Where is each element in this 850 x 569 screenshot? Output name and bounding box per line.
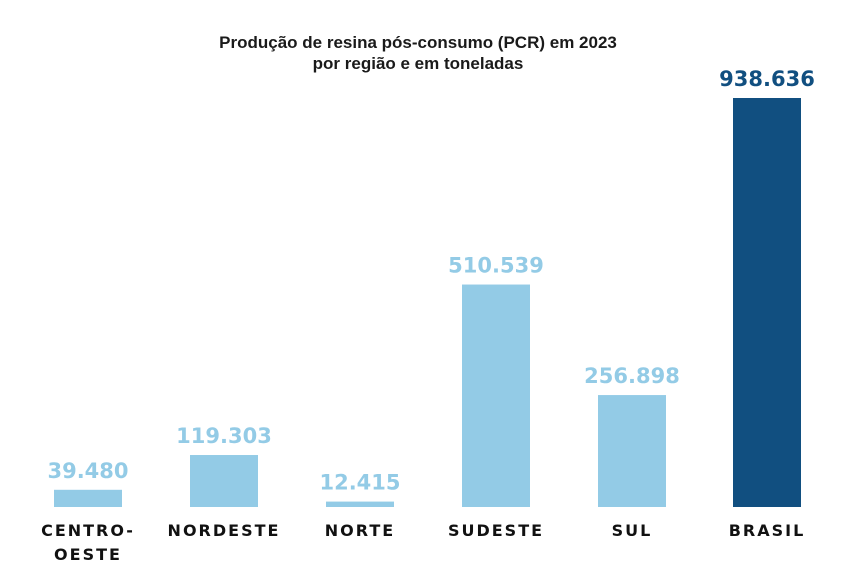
value-label-5: 938.636 bbox=[719, 67, 815, 91]
value-label-0: 39.480 bbox=[47, 459, 128, 483]
bars-group bbox=[54, 98, 801, 507]
value-label-3: 510.539 bbox=[448, 254, 544, 278]
category-label-0-line-0: CENTRO- bbox=[41, 521, 135, 540]
category-label-5: BRASIL bbox=[729, 521, 806, 540]
category-labels-group: CENTRO- OESTE NORDESTE NORTE SUDESTE SUL BRASI… bbox=[41, 521, 806, 564]
value-labels-group: 39.480 119.303 12.415 510.539 256.898 938.636 bbox=[47, 67, 814, 495]
category-label-0-line-1: OESTE bbox=[54, 545, 122, 564]
bar-2 bbox=[326, 501, 394, 507]
chart-title-line-2: por região e em toneladas bbox=[313, 54, 524, 73]
bar-4 bbox=[598, 395, 666, 507]
bar-3 bbox=[462, 284, 530, 507]
bar-1 bbox=[190, 455, 258, 507]
category-label-4: SUL bbox=[612, 521, 653, 540]
value-label-4: 256.898 bbox=[584, 364, 680, 388]
category-label-3: SUDESTE bbox=[448, 521, 544, 540]
bar-5 bbox=[733, 98, 801, 507]
bar-0 bbox=[54, 489, 122, 507]
value-label-1: 119.303 bbox=[176, 424, 272, 448]
value-label-2: 12.415 bbox=[319, 471, 400, 495]
category-label-1: NORDESTE bbox=[168, 521, 281, 540]
category-label-2: NORTE bbox=[325, 521, 395, 540]
chart-title-line-1: Produção de resina pós-consumo (PCR) em … bbox=[219, 33, 617, 52]
